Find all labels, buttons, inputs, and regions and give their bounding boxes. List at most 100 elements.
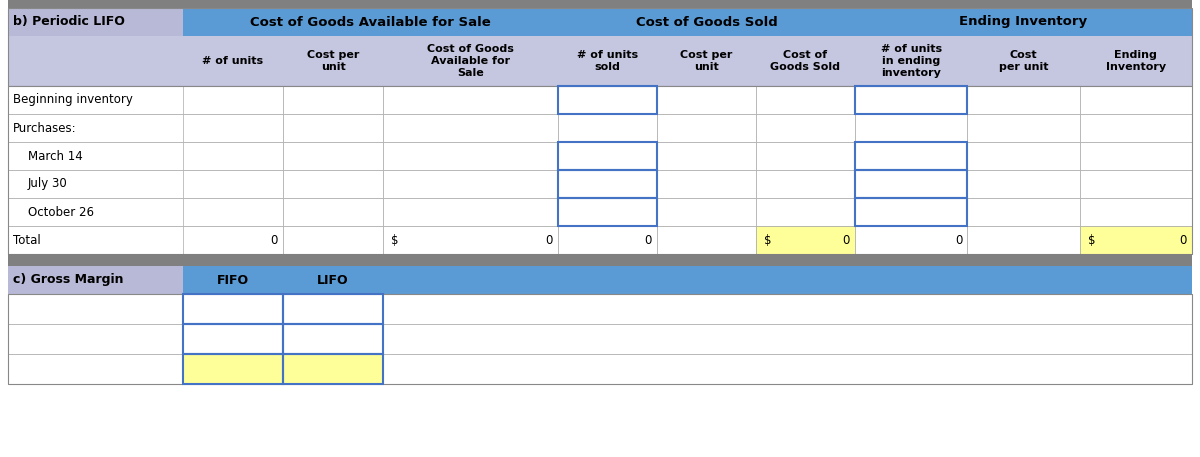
FancyBboxPatch shape (8, 354, 182, 384)
FancyBboxPatch shape (283, 226, 383, 254)
FancyBboxPatch shape (658, 170, 756, 198)
FancyBboxPatch shape (854, 142, 967, 170)
FancyBboxPatch shape (283, 354, 383, 384)
FancyBboxPatch shape (182, 266, 283, 294)
Text: # of units: # of units (203, 56, 264, 66)
FancyBboxPatch shape (1080, 86, 1192, 114)
FancyBboxPatch shape (8, 0, 1192, 8)
Bar (854, 198, 967, 226)
FancyBboxPatch shape (854, 226, 967, 254)
FancyBboxPatch shape (383, 198, 558, 226)
FancyBboxPatch shape (8, 254, 1192, 266)
FancyBboxPatch shape (558, 86, 658, 114)
FancyBboxPatch shape (8, 294, 182, 324)
FancyBboxPatch shape (558, 170, 658, 198)
Text: 0: 0 (955, 234, 962, 246)
FancyBboxPatch shape (383, 170, 558, 198)
Text: $: $ (1087, 234, 1096, 246)
Text: Cost per
unit: Cost per unit (680, 50, 733, 72)
Text: c) Gross Margin: c) Gross Margin (13, 273, 124, 287)
Bar (558, 198, 658, 226)
Text: FIFO: FIFO (217, 273, 250, 287)
Text: 0: 0 (644, 234, 652, 246)
FancyBboxPatch shape (383, 36, 558, 86)
FancyBboxPatch shape (967, 226, 1080, 254)
FancyBboxPatch shape (283, 324, 383, 354)
Bar (182, 324, 283, 354)
FancyBboxPatch shape (8, 198, 1192, 226)
Text: $: $ (391, 234, 398, 246)
FancyBboxPatch shape (8, 142, 1192, 170)
FancyBboxPatch shape (283, 294, 383, 324)
Bar (854, 142, 967, 170)
FancyBboxPatch shape (658, 114, 756, 142)
FancyBboxPatch shape (756, 226, 854, 254)
Text: March 14: March 14 (28, 149, 83, 163)
Text: 0: 0 (1180, 234, 1187, 246)
FancyBboxPatch shape (283, 86, 383, 114)
FancyBboxPatch shape (854, 170, 967, 198)
FancyBboxPatch shape (283, 170, 383, 198)
Bar (854, 86, 967, 114)
Bar (558, 142, 658, 170)
Bar (854, 170, 967, 198)
Text: $: $ (764, 234, 772, 246)
FancyBboxPatch shape (756, 86, 854, 114)
Text: Total: Total (13, 234, 41, 246)
FancyBboxPatch shape (283, 36, 383, 86)
FancyBboxPatch shape (8, 114, 1192, 142)
FancyBboxPatch shape (8, 170, 1192, 198)
Text: 0: 0 (271, 234, 278, 246)
FancyBboxPatch shape (182, 114, 283, 142)
FancyBboxPatch shape (383, 266, 1192, 294)
FancyBboxPatch shape (1080, 36, 1192, 86)
FancyBboxPatch shape (756, 114, 854, 142)
Text: 0: 0 (842, 234, 850, 246)
FancyBboxPatch shape (854, 198, 967, 226)
FancyBboxPatch shape (182, 170, 283, 198)
FancyBboxPatch shape (283, 114, 383, 142)
FancyBboxPatch shape (182, 86, 283, 114)
FancyBboxPatch shape (383, 86, 558, 114)
Text: Beginning inventory: Beginning inventory (13, 94, 133, 106)
FancyBboxPatch shape (967, 36, 1080, 86)
FancyBboxPatch shape (1080, 226, 1192, 254)
FancyBboxPatch shape (756, 36, 854, 86)
FancyBboxPatch shape (967, 198, 1080, 226)
Text: b) Periodic LIFO: b) Periodic LIFO (13, 16, 125, 28)
FancyBboxPatch shape (283, 142, 383, 170)
Text: 0: 0 (546, 234, 553, 246)
FancyBboxPatch shape (1080, 142, 1192, 170)
FancyBboxPatch shape (854, 36, 967, 86)
FancyBboxPatch shape (182, 36, 283, 86)
FancyBboxPatch shape (182, 226, 283, 254)
FancyBboxPatch shape (658, 142, 756, 170)
FancyBboxPatch shape (658, 226, 756, 254)
FancyBboxPatch shape (756, 142, 854, 170)
Bar (283, 294, 383, 324)
FancyBboxPatch shape (1080, 170, 1192, 198)
FancyBboxPatch shape (1080, 114, 1192, 142)
FancyBboxPatch shape (967, 86, 1080, 114)
Text: Cost of Goods
Available for
Sale: Cost of Goods Available for Sale (427, 44, 514, 78)
FancyBboxPatch shape (283, 266, 383, 294)
FancyBboxPatch shape (967, 142, 1080, 170)
FancyBboxPatch shape (383, 354, 1192, 384)
FancyBboxPatch shape (558, 226, 658, 254)
FancyBboxPatch shape (854, 114, 967, 142)
Bar (283, 354, 383, 384)
Text: # of units
in ending
inventory: # of units in ending inventory (881, 44, 942, 78)
FancyBboxPatch shape (658, 36, 756, 86)
FancyBboxPatch shape (8, 8, 182, 36)
FancyBboxPatch shape (8, 226, 1192, 254)
Text: Ending
Inventory: Ending Inventory (1105, 50, 1166, 72)
FancyBboxPatch shape (182, 8, 558, 36)
Bar (182, 294, 283, 324)
FancyBboxPatch shape (383, 294, 1192, 324)
FancyBboxPatch shape (8, 266, 182, 294)
Text: October 26: October 26 (28, 206, 94, 218)
FancyBboxPatch shape (967, 170, 1080, 198)
Bar (558, 86, 658, 114)
FancyBboxPatch shape (383, 324, 1192, 354)
Text: Cost of
Goods Sold: Cost of Goods Sold (770, 50, 840, 72)
